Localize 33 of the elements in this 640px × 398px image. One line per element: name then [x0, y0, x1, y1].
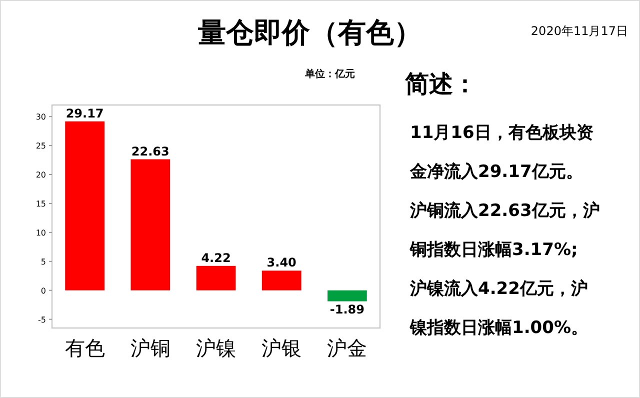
bar	[130, 159, 170, 290]
y-tick-label: 5	[40, 257, 46, 266]
text: 11月16日，有色板块资	[410, 123, 594, 143]
bar	[196, 266, 236, 290]
text: 沪镍流入4.22亿元，沪	[409, 279, 588, 299]
bar	[328, 290, 367, 302]
text: 镍指数日涨幅1.00%。	[409, 318, 588, 338]
y-tick-label: -5	[38, 315, 46, 324]
x-tick-label: 有色	[64, 336, 105, 360]
y-tick-label: 25	[36, 142, 46, 151]
x-tick-label: 沪银	[262, 336, 302, 360]
x-tick-label: 沪铜	[130, 336, 170, 360]
bar	[262, 270, 302, 290]
chart-title: 量仓即价（有色）	[197, 16, 422, 49]
y-tick-label: 30	[36, 112, 46, 122]
y-tick-label: 15	[36, 199, 46, 208]
x-tick-label: 沪镍	[196, 336, 236, 360]
bar	[65, 121, 104, 290]
data-label: 29.17	[66, 106, 104, 120]
text: 2020年11月17日	[530, 24, 628, 38]
data-label: 3.40	[266, 256, 296, 270]
x-tick-label: 沪金	[327, 336, 368, 360]
text: 金净流入29.17亿元。	[409, 162, 583, 182]
text: 铜指数日涨幅3.17%;	[409, 240, 578, 260]
text: 简述：	[404, 70, 477, 98]
y-tick-label: 10	[36, 228, 46, 238]
text: 单位：亿元	[304, 68, 355, 80]
text: 沪铜流入22.63亿元，沪	[409, 201, 600, 221]
data-label: -1.89	[330, 302, 364, 316]
data-label: 4.22	[201, 250, 231, 265]
data-label: 22.63	[131, 144, 170, 158]
y-tick-label: 20	[36, 170, 46, 180]
y-tick-label: 0	[40, 286, 46, 296]
